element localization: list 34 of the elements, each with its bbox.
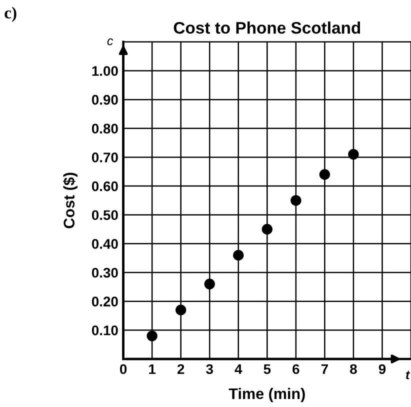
x-tick-label: 6 — [292, 364, 300, 374]
text: t — [406, 370, 410, 380]
x-tick-label: 4 — [234, 364, 242, 374]
point — [290, 195, 302, 206]
text: c — [107, 38, 114, 46]
y-tick-label: 0.40 — [92, 239, 118, 249]
y-tick-label: 0.50 — [92, 210, 118, 220]
point — [348, 148, 359, 160]
x-tick-label: 8 — [350, 364, 357, 374]
y-tick-label: 0.20 — [92, 296, 118, 306]
y-tick-label: 0.30 — [92, 268, 118, 278]
y-tick-label: 0.90 — [92, 94, 118, 105]
y-tick-label: 0.70 — [92, 152, 118, 162]
x-tick-label: 5 — [264, 364, 271, 374]
y-tick-label: 0.10 — [92, 325, 118, 336]
x-axis-title: Time (min) — [228, 388, 305, 402]
point — [175, 304, 186, 316]
y-axis-title: Cost ($) — [63, 172, 78, 228]
x-tick-label: 7 — [321, 364, 328, 374]
x-tick-label: 1 — [149, 364, 156, 374]
y-tick-label: 1.00 — [92, 66, 118, 76]
y-tick-label: 0.60 — [92, 181, 118, 192]
point — [204, 278, 215, 290]
chart-title: Cost to Phone Scotland — [174, 22, 360, 34]
point — [233, 250, 244, 261]
x-tick-label: 0 — [120, 364, 127, 374]
x-tick-label: 2 — [177, 364, 184, 374]
point — [146, 330, 158, 342]
text: c) — [4, 6, 16, 22]
y-tick-label: 0.80 — [92, 124, 118, 134]
point — [319, 169, 330, 180]
x-tick-label: 9 — [378, 364, 386, 374]
point — [262, 224, 273, 235]
x-tick-label: 3 — [206, 364, 213, 374]
